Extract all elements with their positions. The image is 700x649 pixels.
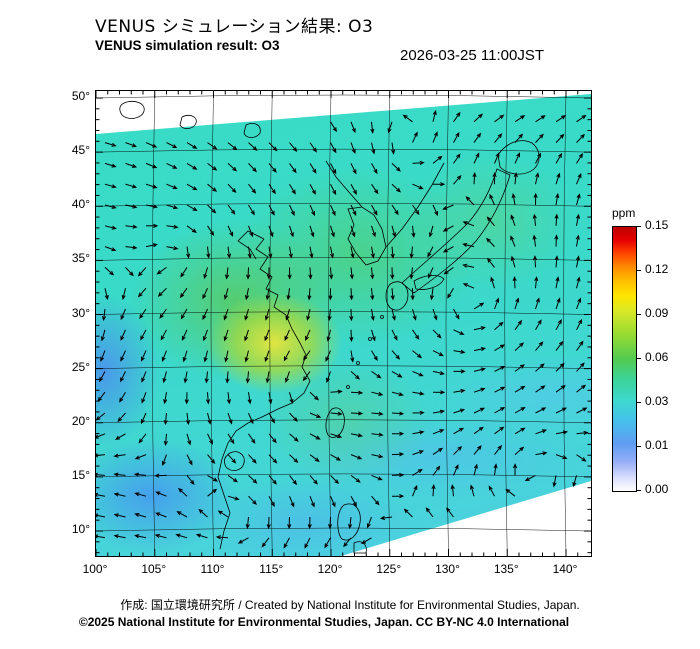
- lon-tick-label: 105°: [141, 562, 167, 576]
- title-english: VENUS simulation result: O3: [95, 38, 280, 53]
- lat-tick-label: 15°: [71, 467, 90, 482]
- colorbar-value-label: 0.03: [645, 394, 669, 408]
- lon-tick-label: 130°: [435, 562, 460, 576]
- colorbar-tick: [636, 489, 641, 491]
- colorbar-value-label: 0.00: [645, 482, 669, 496]
- lon-tick-label: 125°: [376, 562, 402, 576]
- credit-line: 作成: 国立環境研究所 / Created by National Instit…: [120, 598, 580, 612]
- lat-tick-label: 30°: [71, 305, 90, 320]
- lon-tick-label: 140°: [552, 562, 578, 576]
- colorbar-tick: [636, 225, 641, 227]
- colorbar-tick: [636, 445, 641, 447]
- map-plot: [95, 90, 592, 557]
- colorbar-value-label: 0.09: [645, 306, 669, 320]
- lat-tick-label: 45°: [71, 143, 90, 158]
- timestamp: 2026-03-25 11:00JST: [400, 47, 544, 64]
- lat-tick-label: 40°: [71, 197, 90, 212]
- lat-tick-label: 20°: [71, 413, 90, 428]
- ozone-concentration-field: [96, 94, 591, 556]
- colorbar-tick: [636, 269, 641, 271]
- title-japanese: VENUS シミュレーション結果: O3: [95, 17, 374, 37]
- lat-tick-label: 10°: [71, 522, 90, 536]
- colorbar-tick: [636, 313, 641, 315]
- lon-tick-label: 115°: [259, 562, 284, 576]
- lat-tick-label: 35°: [71, 251, 90, 266]
- colorbar: [612, 226, 637, 492]
- colorbar-tick: [636, 401, 641, 403]
- map-overlay-graphics: [96, 91, 591, 556]
- colorbar-unit-label: ppm: [612, 206, 636, 220]
- lon-tick-label: 100°: [82, 562, 108, 576]
- copyright-line: ©2025 National Institute for Environment…: [78, 615, 570, 629]
- lon-tick-label: 120°: [317, 562, 343, 576]
- lat-tick-label: 50°: [71, 89, 90, 103]
- lon-tick-label: 135°: [493, 562, 519, 576]
- lat-tick-label: 25°: [71, 359, 90, 374]
- colorbar-value-label: 0.15: [645, 218, 669, 232]
- colorbar-value-label: 0.01: [645, 438, 669, 452]
- colorbar-value-label: 0.06: [645, 350, 669, 364]
- colorbar-value-label: 0.12: [645, 262, 669, 276]
- lon-tick-label: 110°: [200, 562, 225, 576]
- colorbar-tick: [636, 357, 641, 359]
